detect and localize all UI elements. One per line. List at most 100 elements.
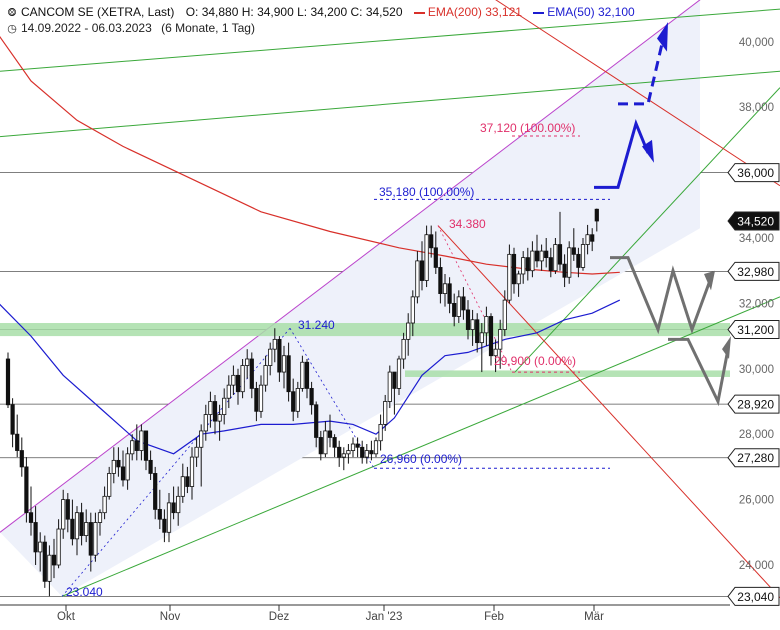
candle-body-1 [10,404,15,435]
candle-body-45 [212,401,218,422]
ema50-swatch [533,11,545,14]
candle-body-7 [38,541,43,553]
candle-body-82 [383,401,388,425]
chart-subheader: ◷ 14.09.2022 - 06.03.2023 (6 Monate, 1 Ta… [6,21,255,35]
candle-body-115 [534,250,540,262]
candle-body-56 [263,365,268,386]
candle-body-4 [24,466,29,514]
candle-body-67 [314,404,319,438]
candle-body-107 [498,329,503,350]
candle-body-124 [576,253,581,268]
candle-body-114 [530,250,535,272]
candle-body-64 [300,361,305,389]
scenario-blue-dashed-arrowhead [657,22,668,52]
price-tag-0 [727,163,780,183]
price-tag-label-1: 34,520 [737,214,774,228]
clock-icon: ◷ [7,23,17,35]
period-description: (6 Monate, 1 Tag) [161,21,255,35]
candle-body-100 [465,309,471,330]
candle-body-24 [116,459,121,468]
candle-body-120 [557,244,563,265]
candle-body-90 [419,260,425,281]
candle-body-9 [47,554,52,582]
candle-body-14 [70,518,75,540]
candle-body-94 [438,267,443,294]
candle-body-6 [33,522,38,553]
candle-body-116 [539,250,544,262]
fib-base-29900: 29,900 (0.00%) [494,354,576,368]
candle-body-38 [180,476,185,497]
price-tag-label-2: 32,980 [737,265,774,279]
candle-body-26 [125,453,130,481]
candle-body-47 [222,397,227,415]
candle-body-43 [203,414,208,432]
chart-annotations: 31.240 23.040 34.380 35,180 (100.00%) 37… [66,121,576,599]
fib-diagonal-up [61,327,291,597]
candle-body-98 [456,296,461,317]
price-tag-label-5: 27,280 [737,451,774,465]
candle-body-44 [208,401,213,415]
candlestick-icon: ⨷ [7,7,17,19]
candle-body-49 [231,374,236,386]
trendline-green-top [0,8,780,72]
x-tick-label-0: Okt [57,611,76,623]
ema-lines [0,35,621,455]
fib-target-37120: 37,120 (100.00%) [480,121,575,135]
ema50-label: EMA(50) [547,5,595,19]
support-band-29900 [405,370,730,377]
scenario-blue-arrowhead [642,139,654,163]
candle-body-105 [488,316,494,357]
candle-body-60 [281,355,287,373]
candle-body-12 [61,499,66,530]
candle-body-68 [318,437,323,455]
candle-body-46 [217,414,222,422]
candle-body-48 [226,384,231,399]
x-tick-label-3: Jan '23 [366,611,403,623]
candle-body-89 [415,260,420,298]
price-tag-label-4: 28,920 [737,398,774,412]
candle-body-17 [84,522,89,536]
price-tag-2 [727,261,780,281]
price-tag-4 [727,394,780,414]
candlesticks [5,208,599,597]
candle-body-75 [350,443,356,451]
candle-body-87 [406,322,411,340]
scenario-grey-arrowhead-1 [704,270,715,291]
candle-body-37 [176,495,181,514]
fib-base-26960: 26,960 (0.00%) [380,452,462,466]
candle-body-15 [74,512,80,540]
candle-body-8 [42,541,47,582]
candle-body-32 [153,473,158,510]
channel-upper-line [0,0,701,533]
candle-body-3 [19,450,24,468]
candle-body-18 [88,522,93,556]
scenario-blue-path [594,118,650,189]
candle-body-126 [585,234,590,245]
ema-line-1 [0,299,621,455]
candle-body-34 [162,518,167,533]
candle-body-51 [240,365,245,393]
x-tick-label-4: Feb [484,611,504,623]
candle-body-52 [245,358,250,366]
x-tick-label-1: Nov [160,611,181,623]
candle-body-92 [429,234,434,249]
x-tick-label-2: Dez [269,611,290,623]
price-tag-label-0: 36,000 [737,166,774,180]
candle-body-61 [286,355,291,393]
candle-body-112 [521,257,526,275]
trendline-red-down [437,225,780,599]
candle-body-0 [5,358,11,406]
y-tick-label-0: 24,000 [739,560,774,572]
candle-body-77 [360,446,365,458]
candle-body-117 [544,250,549,259]
y-tick-label-4: 32,000 [739,298,774,310]
y-tick-label-2: 28,000 [739,429,774,441]
trendline-red-upper [495,0,780,187]
candle-body-20 [97,512,103,523]
candle-body-73 [341,453,346,458]
candle-body-58 [272,338,277,350]
y-tick-label-3: 30,000 [739,364,774,376]
candle-body-65 [304,361,310,389]
date-range: 14.09.2022 - 06.03.2023 [21,21,152,35]
channel-shading [0,0,700,597]
